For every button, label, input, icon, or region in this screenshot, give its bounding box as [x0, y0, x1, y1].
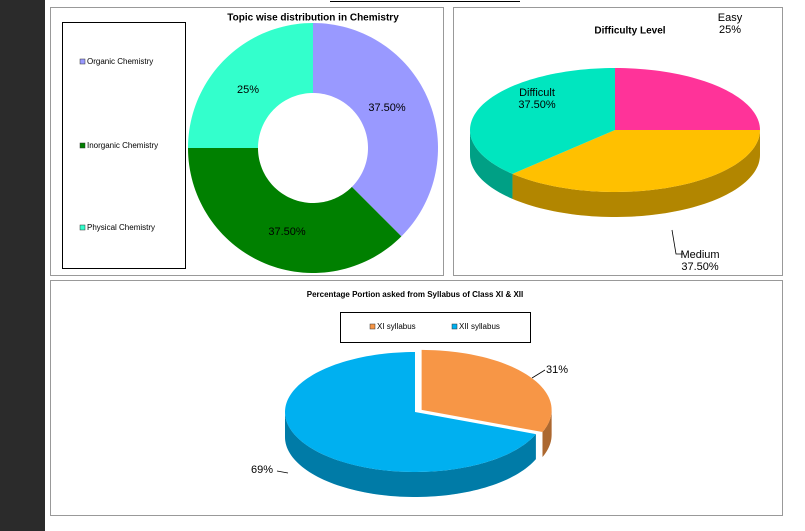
legend-swatch	[369, 323, 376, 330]
slice-side-shade	[512, 130, 760, 217]
slice	[188, 148, 402, 273]
data-label: 25%	[719, 24, 741, 36]
data-label: 37.50%	[681, 261, 719, 273]
data-label: 31%	[546, 364, 568, 376]
slice	[470, 68, 615, 174]
data-label: 69%	[251, 464, 273, 476]
slice-side-shade	[285, 412, 536, 497]
leader-line	[276, 470, 289, 474]
legend-label: XI syllabus	[377, 322, 416, 331]
slice-side	[512, 130, 760, 217]
slice-side	[285, 412, 536, 497]
slice-side-shade	[542, 409, 552, 458]
slice	[512, 130, 760, 192]
data-label-name: Medium	[680, 249, 719, 261]
legend-swatch	[79, 58, 86, 65]
slice-side-shade	[470, 130, 513, 199]
data-label: 37.50%	[268, 226, 306, 238]
slice-side	[470, 130, 513, 199]
chart-title: Topic wise distribution in Chemistry	[227, 13, 399, 24]
side-panel	[0, 0, 45, 531]
legend-label: Inorganic Chemistry	[87, 141, 158, 150]
data-label-name: Difficult	[519, 87, 555, 99]
data-label: 37.50%	[368, 102, 406, 114]
legend-label: Physical Chemistry	[87, 223, 155, 232]
data-label: 37.50%	[518, 99, 556, 111]
legend-swatch	[79, 224, 86, 231]
data-label-name: Easy	[718, 12, 743, 24]
slice	[285, 352, 536, 472]
slice	[615, 68, 760, 130]
leader-line	[531, 369, 546, 379]
leader-line	[671, 229, 683, 255]
slice-side	[542, 409, 552, 458]
chart-title: Difficulty Level	[594, 26, 665, 37]
legend-box	[340, 312, 531, 343]
slice	[188, 23, 313, 148]
legend-swatch	[451, 323, 458, 330]
slice	[421, 349, 552, 433]
legend-label: XII syllabus	[459, 322, 500, 331]
legend-label: Organic Chemistry	[87, 57, 153, 66]
chart-title: Percentage Portion asked from Syllabus o…	[307, 290, 524, 299]
data-label: 25%	[237, 84, 259, 96]
slice	[313, 23, 438, 237]
legend-swatch	[79, 142, 86, 149]
